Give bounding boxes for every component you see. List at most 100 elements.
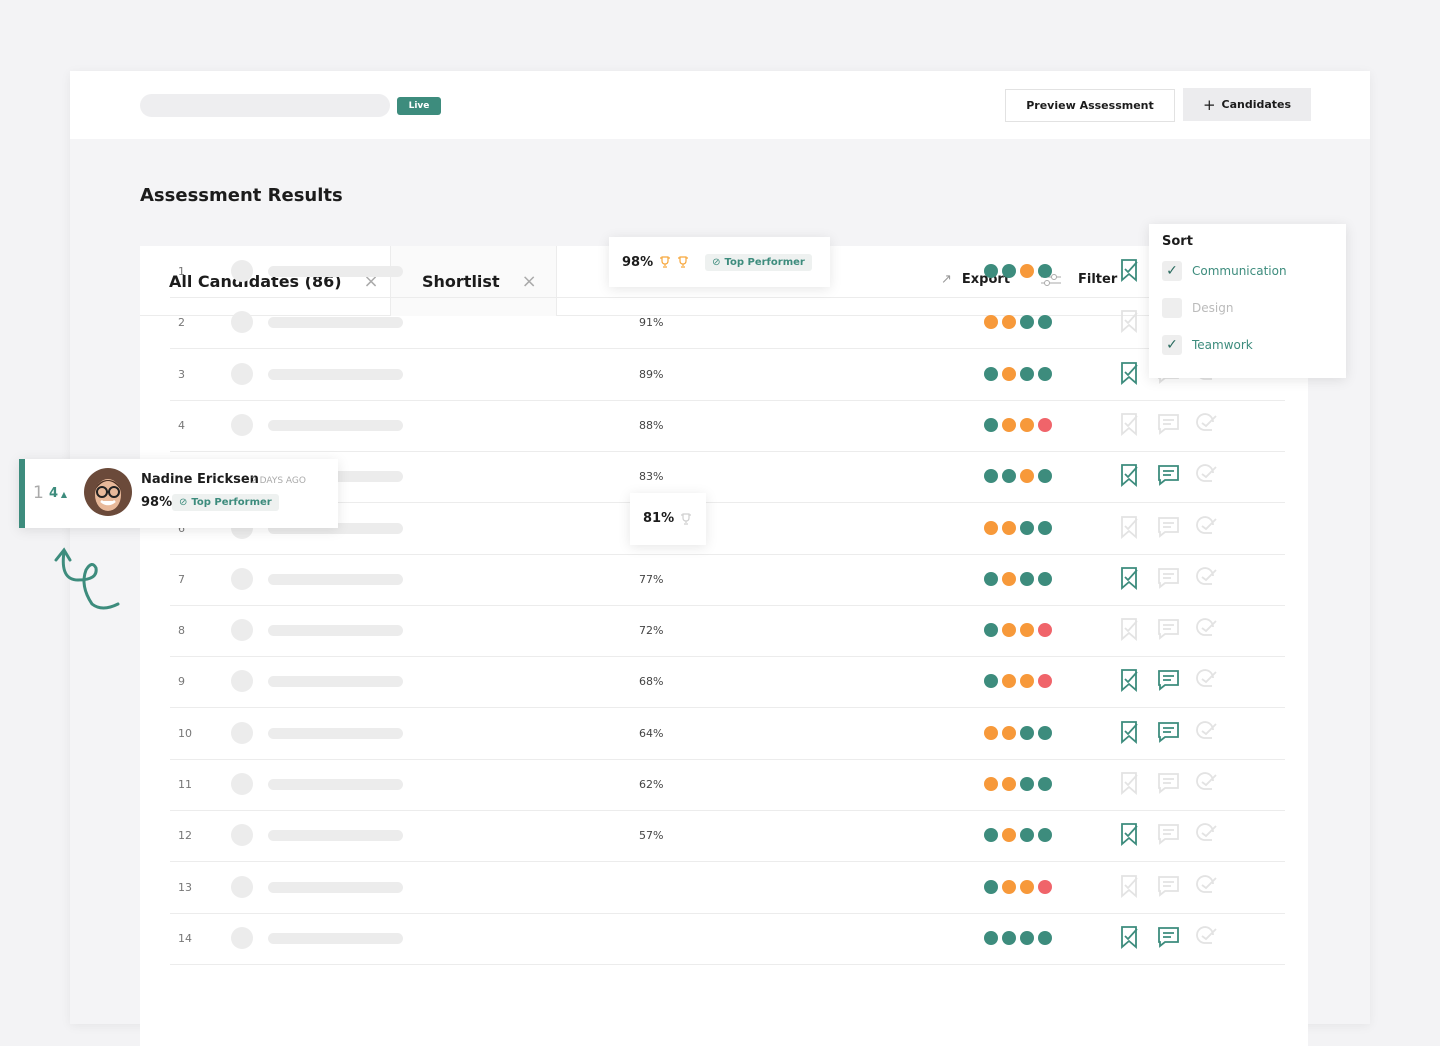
shortlist-icon[interactable] xyxy=(1121,618,1138,642)
candidate-row[interactable]: 3 89% xyxy=(170,349,1285,401)
name-placeholder xyxy=(268,727,403,739)
skill-dots xyxy=(984,725,1052,740)
skill-dot xyxy=(1020,520,1034,535)
skill-dot xyxy=(984,366,998,381)
candidate-row[interactable]: 4 88% xyxy=(170,400,1285,452)
done-icon[interactable] xyxy=(1196,413,1217,431)
skill-dots xyxy=(984,828,1052,843)
skill-dots xyxy=(984,469,1052,484)
comment-icon[interactable] xyxy=(1158,875,1179,897)
candidate-row[interactable]: 13 xyxy=(170,862,1285,914)
skill-dots xyxy=(984,315,1052,330)
rank: 7 xyxy=(178,572,185,586)
add-candidates-button[interactable]: + Candidates xyxy=(1183,88,1311,121)
candidate-row[interactable]: 12 57% xyxy=(170,810,1285,863)
comment-icon[interactable] xyxy=(1158,516,1179,538)
title-placeholder xyxy=(140,94,390,117)
comment-icon[interactable] xyxy=(1158,721,1179,743)
comment-icon[interactable] xyxy=(1158,824,1179,846)
done-icon[interactable] xyxy=(1196,515,1217,534)
sort-option[interactable]: Design xyxy=(1162,298,1233,318)
decorative-arrow xyxy=(54,547,120,610)
lines xyxy=(1163,931,1174,938)
skill-dot xyxy=(984,571,998,586)
sort-option[interactable]: ✓ Communication xyxy=(1162,261,1287,281)
candidate-row[interactable]: 14 xyxy=(170,913,1285,965)
shortlist-icon[interactable] xyxy=(1121,310,1138,334)
comment-icon[interactable] xyxy=(1158,465,1179,487)
checkbox[interactable] xyxy=(1162,298,1182,318)
comment-icon[interactable] xyxy=(1158,773,1179,794)
checkbox[interactable]: ✓ xyxy=(1162,335,1182,355)
skill-dot xyxy=(984,777,998,791)
rank: 3 xyxy=(178,367,185,381)
comment-icon[interactable] xyxy=(1158,619,1179,640)
shortlist-icon[interactable] xyxy=(1121,772,1138,795)
comment-icon[interactable] xyxy=(1158,413,1179,435)
action-icons xyxy=(1121,669,1217,693)
shortlist-icon[interactable] xyxy=(1121,412,1138,436)
shortlist-icon[interactable] xyxy=(1121,515,1138,539)
check xyxy=(1124,774,1138,787)
candidate-row[interactable]: 6 81% xyxy=(170,492,1285,555)
action-icons xyxy=(1121,566,1217,590)
done-icon[interactable] xyxy=(1196,874,1217,893)
close-icon[interactable]: × xyxy=(521,270,537,292)
export-button[interactable]: ↗ Export xyxy=(941,272,1010,287)
done-icon[interactable] xyxy=(1196,464,1217,483)
comment-icon[interactable] xyxy=(1158,670,1179,692)
bubble xyxy=(1158,721,1179,743)
done-icon[interactable] xyxy=(1196,567,1217,585)
done-icon[interactable] xyxy=(1196,720,1217,739)
candidate-row[interactable]: 11 62% xyxy=(170,759,1285,811)
bookmark xyxy=(1121,361,1137,385)
candidate-row[interactable]: 8 72% xyxy=(170,605,1285,658)
shortlist-icon[interactable] xyxy=(1121,874,1138,898)
candidate-highlight-card[interactable]: 1 4 ▲ Nadine Ericksen 2 DAYS AGO 98% ⊘ To… xyxy=(19,459,338,528)
shortlist-icon[interactable] xyxy=(1121,259,1138,282)
top-performer-badge: ⊘ Top Performer xyxy=(172,494,279,511)
skill-dots xyxy=(984,571,1052,586)
lines xyxy=(1163,624,1174,630)
shortlist-icon[interactable] xyxy=(1121,669,1138,693)
done-icon[interactable] xyxy=(1196,618,1217,636)
shortlist-icon[interactable] xyxy=(1121,566,1138,590)
preview-button[interactable]: Preview Assessment xyxy=(1005,89,1175,122)
skill-dot xyxy=(1002,777,1016,791)
comment-icon[interactable] xyxy=(1158,926,1179,948)
name-placeholder xyxy=(268,830,403,842)
shortlist-icon[interactable] xyxy=(1121,361,1138,385)
score: 81% xyxy=(643,511,675,526)
sort-option[interactable]: ✓ Teamwork xyxy=(1162,335,1253,355)
skill-dot xyxy=(1020,725,1034,740)
shortlist-icon[interactable] xyxy=(1121,925,1138,949)
done-icon[interactable] xyxy=(1196,669,1217,688)
shortlist-icon[interactable] xyxy=(1121,464,1138,488)
name-placeholder xyxy=(268,881,403,893)
avatar-placeholder xyxy=(231,260,253,282)
candidate-row[interactable]: 1 98% ⊘ Top Performer xyxy=(170,237,1285,298)
check xyxy=(1124,671,1138,684)
skill-dot xyxy=(1002,571,1016,586)
score: 64% xyxy=(639,726,664,740)
candidate-row[interactable]: 10 64% xyxy=(170,708,1285,760)
bookmark xyxy=(1121,618,1137,642)
avatar-placeholder xyxy=(231,824,253,847)
done-icon[interactable] xyxy=(1196,823,1217,842)
checkbox[interactable]: ✓ xyxy=(1162,261,1182,281)
tab[interactable]: Shortlist × xyxy=(391,246,557,316)
candidate-row[interactable]: 2 91% xyxy=(170,297,1285,350)
check xyxy=(1124,876,1138,889)
comment-icon[interactable] xyxy=(1158,567,1179,589)
candidate-row[interactable]: 7 77% xyxy=(170,554,1285,606)
score: 91% xyxy=(639,316,664,330)
done-icon[interactable] xyxy=(1196,926,1217,944)
candidate-row[interactable]: 9 68% xyxy=(170,656,1285,709)
score-popover: 81% xyxy=(630,492,707,545)
shortlist-icon[interactable] xyxy=(1121,823,1138,847)
bubble xyxy=(1158,773,1179,794)
done-icon[interactable] xyxy=(1196,772,1217,790)
bubble xyxy=(1158,926,1179,948)
shortlist-icon[interactable] xyxy=(1121,720,1138,744)
check xyxy=(1124,312,1138,325)
